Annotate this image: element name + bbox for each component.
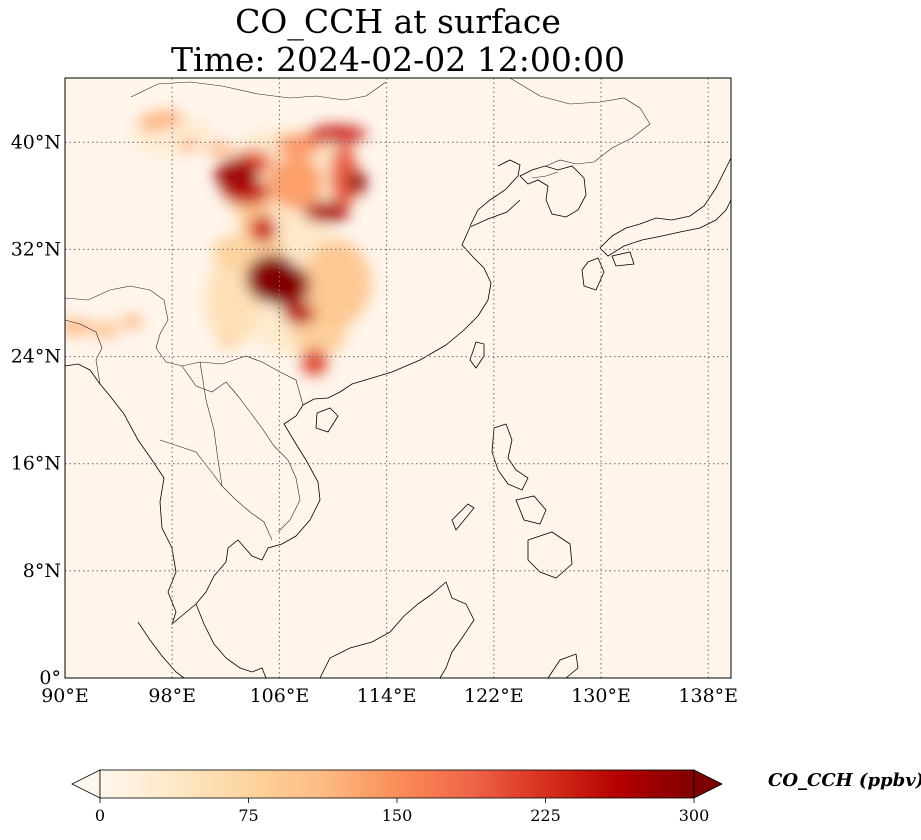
sulawesi	[547, 653, 579, 678]
plume-cell-23	[307, 124, 367, 144]
himalaya-border	[65, 285, 304, 406]
indochina-inner-border-1	[181, 365, 301, 533]
land-borders	[65, 78, 651, 541]
gridlines	[65, 78, 731, 678]
concentration-field	[65, 110, 372, 376]
colorbar-label: CO_CCH (ppbv)	[768, 770, 921, 791]
philippines-visayas	[515, 495, 547, 525]
indochina-coast	[99, 383, 321, 626]
plume-cell-14	[157, 110, 182, 127]
x-axis-ticks: 90°E 98°E 106°E 114°E 122°E 130°E 138°E	[41, 685, 738, 707]
indochina-inner-border-3	[199, 361, 223, 487]
palawan	[451, 503, 475, 531]
colorbar: 0 75 150 225 300 CO_CCH (ppbv)	[71, 769, 921, 825]
japan-honshu	[599, 157, 731, 257]
korea-border	[531, 171, 559, 179]
map-background	[65, 78, 731, 678]
plume-cell-11	[65, 319, 92, 336]
plume-cell-3	[205, 253, 260, 348]
bay-of-bengal-coast	[65, 363, 101, 385]
plume-cell-8	[91, 321, 119, 338]
malay-peninsula	[195, 603, 267, 678]
plume-cell-6	[302, 240, 372, 326]
x-tick-label: 98°E	[148, 685, 196, 707]
map-frame	[64, 77, 732, 679]
plume-cell-16	[180, 139, 197, 151]
china-coastline	[302, 199, 521, 406]
y-tick-label: 0°	[39, 667, 61, 689]
x-tick-label: 106°E	[250, 685, 310, 707]
y-tick-label: 40°N	[11, 131, 61, 153]
x-tick-label: 122°E	[464, 685, 524, 707]
japan-kyushu	[581, 257, 605, 291]
plume-cell-26	[215, 158, 258, 194]
x-tick-label: 114°E	[357, 685, 417, 707]
borneo	[319, 581, 475, 678]
colorbar-extend-min	[71, 769, 101, 799]
colorbar-tick-label: 225	[530, 806, 561, 825]
y-tick-label: 32°N	[11, 238, 61, 260]
x-tick-label: 138°E	[678, 685, 738, 707]
plume-cell-20	[300, 348, 328, 376]
china-north-border	[130, 81, 387, 101]
y-tick-label: 16°N	[11, 453, 61, 475]
sumatra	[137, 621, 185, 678]
plume-cell-21	[249, 215, 277, 243]
plume-cell-18	[330, 143, 358, 208]
bohai-coast	[469, 159, 521, 227]
colorbar-tick-label: 0	[95, 806, 105, 825]
colorbar-tick-label: 75	[238, 806, 258, 825]
y-axis-ticks: 0° 8°N 16°N 24°N 32°N 40°N	[11, 131, 61, 689]
plume-cell-12	[121, 315, 143, 329]
plume-cell-28	[347, 170, 367, 195]
colorbar-gradient	[100, 770, 694, 798]
colorbar-tick-label: 300	[679, 806, 710, 825]
plume-cell-17	[276, 134, 323, 156]
plume-cell-25	[303, 201, 350, 223]
colorbar-tick-label: 150	[382, 806, 413, 825]
chart-title: CO_CCH at surface	[235, 2, 561, 42]
plume-cell-29	[245, 254, 300, 303]
hainan	[315, 407, 339, 433]
philippines-mindanao	[527, 531, 573, 579]
colorbar-ticks: 0 75 150 225 300	[95, 798, 709, 825]
colorbar-extend-max	[693, 769, 723, 799]
india-border	[65, 319, 103, 385]
plume-cell-9	[205, 142, 233, 156]
x-tick-label: 130°E	[571, 685, 631, 707]
japan-shikoku	[611, 251, 635, 267]
china-northeast-border	[509, 78, 651, 167]
plume-cell-15	[268, 155, 323, 210]
plume-cell-13	[221, 336, 230, 350]
y-tick-label: 8°N	[23, 560, 61, 582]
plume-cell-24	[283, 303, 316, 325]
map-area	[64, 77, 732, 679]
y-tick-label: 24°N	[11, 346, 61, 368]
korea-peninsula	[519, 165, 587, 218]
chart-subtitle: Time: 2024-02-02 12:00:00	[171, 40, 625, 79]
philippines-luzon	[491, 423, 529, 491]
coastlines	[65, 157, 731, 678]
x-tick-label: 90°E	[41, 685, 89, 707]
